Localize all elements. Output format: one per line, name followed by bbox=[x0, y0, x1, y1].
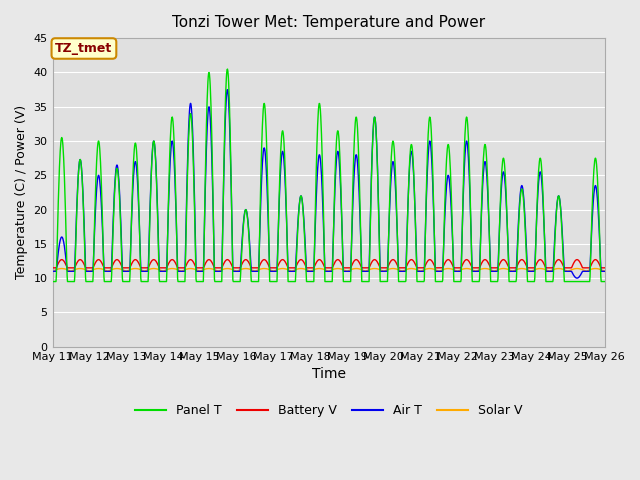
Text: TZ_tmet: TZ_tmet bbox=[55, 42, 113, 55]
Title: Tonzi Tower Met: Temperature and Power: Tonzi Tower Met: Temperature and Power bbox=[172, 15, 485, 30]
X-axis label: Time: Time bbox=[312, 367, 346, 381]
Legend: Panel T, Battery V, Air T, Solar V: Panel T, Battery V, Air T, Solar V bbox=[130, 399, 527, 422]
Y-axis label: Temperature (C) / Power (V): Temperature (C) / Power (V) bbox=[15, 105, 28, 279]
